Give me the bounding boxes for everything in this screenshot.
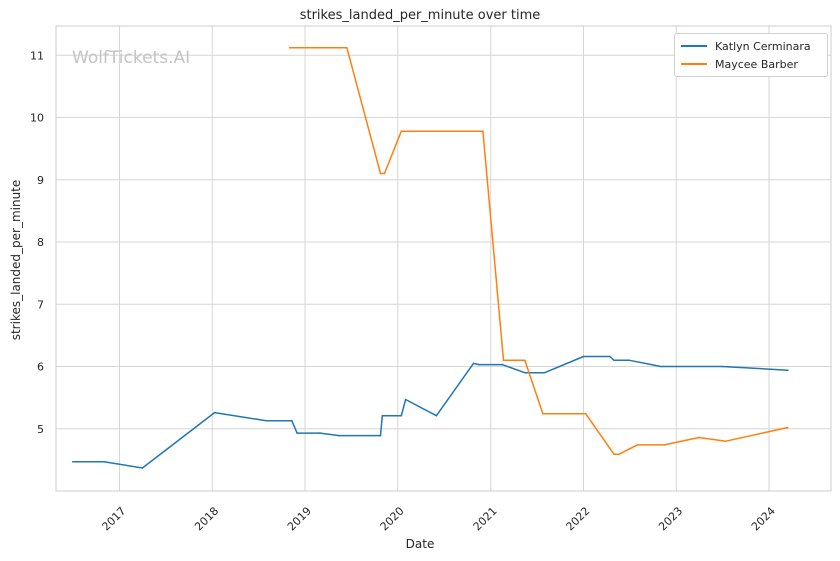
data-point <box>141 467 144 469</box>
y-tick-labels: 5 6 7 8 9 10 11 <box>30 49 44 435</box>
series-lines <box>72 47 789 469</box>
data-point <box>543 371 546 374</box>
data-point <box>288 47 291 49</box>
data-point <box>542 413 544 415</box>
data-point <box>636 444 639 446</box>
data-point <box>404 398 407 401</box>
series-line-katlyn-cerminara <box>72 355 788 469</box>
data-point <box>296 432 298 434</box>
y-tick-label: 5 <box>37 423 44 436</box>
x-tick-labels: 2017 2018 2019 2020 2021 2022 2023 2024 <box>99 504 777 533</box>
data-point <box>435 414 438 417</box>
legend-swatch <box>681 45 707 47</box>
legend-item-katlyn-cerminara: Katlyn Cerminara <box>681 38 811 54</box>
data-point <box>265 419 267 422</box>
legend-item-maycee-barber: Maycee Barber <box>681 56 798 72</box>
x-tick-label: 2017 <box>99 504 128 533</box>
data-point <box>501 363 504 366</box>
data-point <box>502 359 505 362</box>
data-point <box>618 453 620 456</box>
data-point <box>613 453 615 456</box>
x-axis-label: Date <box>405 537 435 551</box>
plot-frame <box>55 25 832 492</box>
data-point <box>585 413 587 415</box>
data-point <box>338 434 340 437</box>
y-tick-label: 9 <box>37 174 44 187</box>
x-tick-label: 2018 <box>192 504 221 533</box>
data-point <box>291 419 293 422</box>
data-point <box>400 414 403 417</box>
data-point <box>582 355 585 358</box>
legend-label: Katlyn Cerminara <box>715 39 811 53</box>
data-point <box>524 371 526 374</box>
data-point <box>379 434 382 437</box>
data-point <box>381 414 384 417</box>
y-tick-label: 7 <box>37 298 44 311</box>
data-point <box>319 432 321 434</box>
grid-lines <box>56 26 831 491</box>
chart-title: strikes_landed_per_minute over time <box>299 8 541 23</box>
y-tick-label: 10 <box>30 112 44 125</box>
watermark: WolfTickets.AI <box>72 48 191 68</box>
series-line-maycee-barber <box>289 47 788 456</box>
data-point <box>478 363 480 366</box>
data-point <box>103 460 105 463</box>
x-tick-label: 2023 <box>656 504 685 533</box>
legend: Katlyn Cerminara Maycee Barber <box>674 33 828 77</box>
data-point <box>613 359 615 362</box>
data-point <box>472 362 475 365</box>
data-point <box>725 440 727 443</box>
x-tick-label: 2021 <box>471 504 500 533</box>
data-point <box>72 460 74 463</box>
y-tick-label: 6 <box>37 361 44 374</box>
legend-label: Maycee Barber <box>715 57 798 71</box>
data-point <box>787 426 789 429</box>
data-point <box>524 359 526 362</box>
data-point <box>660 365 662 368</box>
data-point <box>213 411 216 414</box>
x-tick-label: 2024 <box>749 504 778 533</box>
data-point <box>383 172 386 175</box>
y-tick-label: 8 <box>37 236 44 249</box>
data-point <box>628 359 631 362</box>
data-point <box>609 355 611 358</box>
legend-swatch <box>681 63 707 65</box>
data-point <box>787 369 789 372</box>
data-point <box>482 130 484 132</box>
data-point <box>400 130 403 132</box>
y-tick-label: 11 <box>30 49 44 62</box>
data-point <box>663 444 666 446</box>
y-axis-label: strikes_landed_per_minute <box>9 179 23 341</box>
data-point <box>698 436 700 439</box>
x-tick-label: 2022 <box>563 504 592 533</box>
x-tick-label: 2019 <box>285 504 314 533</box>
x-tick-label: 2020 <box>378 504 407 533</box>
data-point <box>379 172 382 175</box>
data-point <box>346 47 348 49</box>
data-point <box>721 365 723 368</box>
